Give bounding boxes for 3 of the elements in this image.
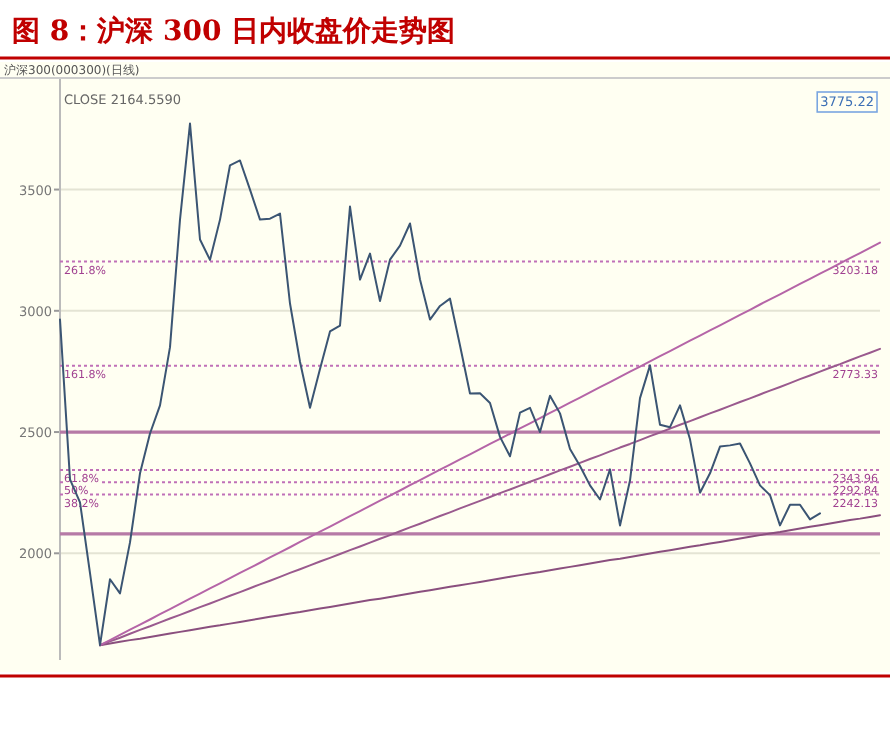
chart-title: 图 8：沪深 300 日内收盘价走势图 xyxy=(12,14,456,48)
line-series xyxy=(59,122,821,647)
line-series xyxy=(99,514,881,647)
